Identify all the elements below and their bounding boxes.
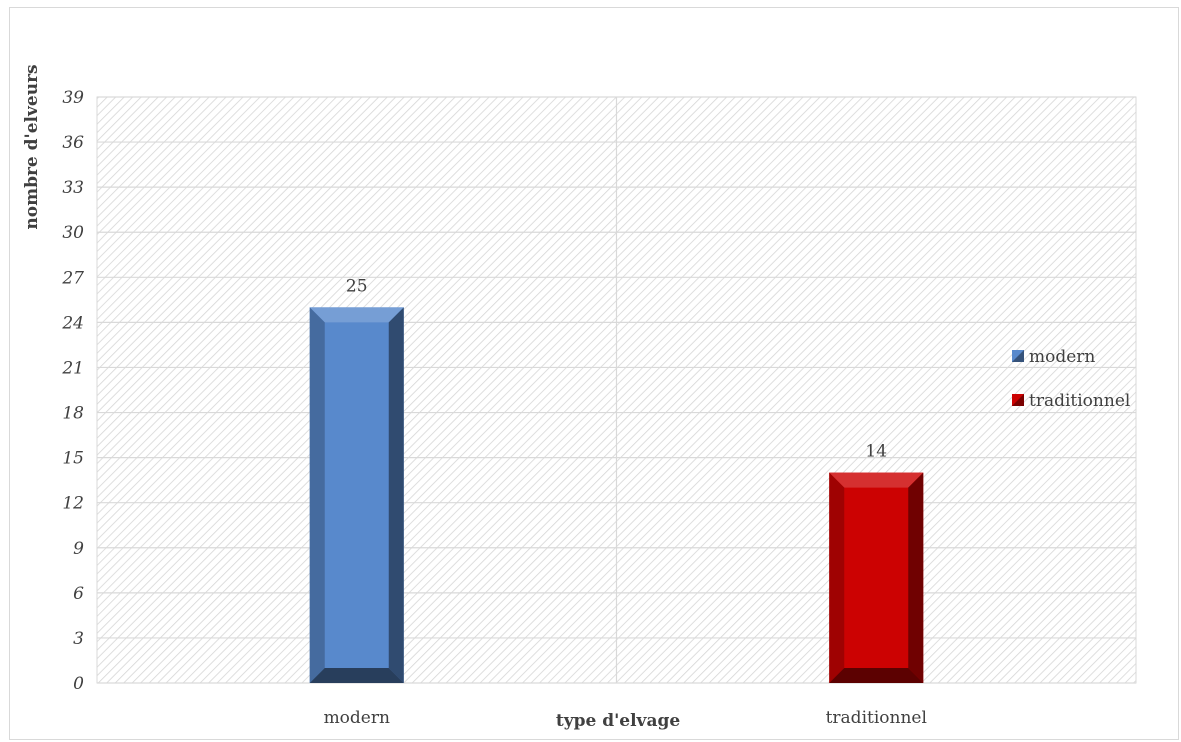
legend-item-modern: modern <box>1012 347 1095 367</box>
x-tick-label: traditionnel <box>826 708 927 728</box>
data-label: 25 <box>346 276 368 296</box>
bar-bevel-right <box>908 472 924 683</box>
legend-label: traditionnel <box>1029 391 1130 411</box>
y-tick-label: 39 <box>62 88 84 108</box>
y-tick-label: 3 <box>73 629 84 649</box>
y-tick-label: 21 <box>61 358 84 378</box>
y-tick-label: 33 <box>62 178 84 198</box>
bar-bevel-bottom <box>829 668 924 683</box>
y-tick-label: 24 <box>61 313 84 333</box>
y-axis-title: nombre d'elveurs <box>22 64 42 229</box>
x-axis-ticks: modern traditionnel <box>324 708 927 728</box>
bar-bevel-left <box>309 307 325 683</box>
y-tick-label: 9 <box>73 539 84 559</box>
y-tick-label: 30 <box>62 223 84 243</box>
bar-bevel-left <box>829 472 845 683</box>
legend-swatch-shade <box>1012 394 1024 406</box>
bar-modern <box>309 307 404 683</box>
bars <box>309 307 924 683</box>
bar-body <box>309 307 404 683</box>
bar-bevel-bottom <box>309 668 404 683</box>
y-tick-label: 15 <box>62 449 84 469</box>
gridlines <box>97 96 1136 684</box>
y-tick-label: 0 <box>73 674 84 694</box>
y-tick-label: 12 <box>62 494 84 514</box>
legend-item-traditionnel: traditionnel <box>1012 391 1130 411</box>
y-tick-label: 36 <box>62 133 84 153</box>
bar-bevel-right <box>388 307 404 683</box>
y-tick-label: 18 <box>62 404 84 424</box>
y-tick-label: 27 <box>61 268 84 288</box>
bar-bevel-top <box>309 307 404 323</box>
y-tick-label: 6 <box>73 584 84 604</box>
data-labels: 25 14 <box>346 276 887 461</box>
x-axis-title: type d'elvage <box>556 711 680 731</box>
data-label: 14 <box>865 442 887 462</box>
legend-swatch-shade <box>1012 350 1024 362</box>
x-tick-label: modern <box>324 708 390 728</box>
legend: modern traditionnel <box>1012 347 1130 411</box>
bar-traditionnel <box>829 472 924 683</box>
legend-label: modern <box>1029 347 1095 367</box>
bar-bevel-top <box>829 472 924 488</box>
bar-body <box>829 472 924 683</box>
